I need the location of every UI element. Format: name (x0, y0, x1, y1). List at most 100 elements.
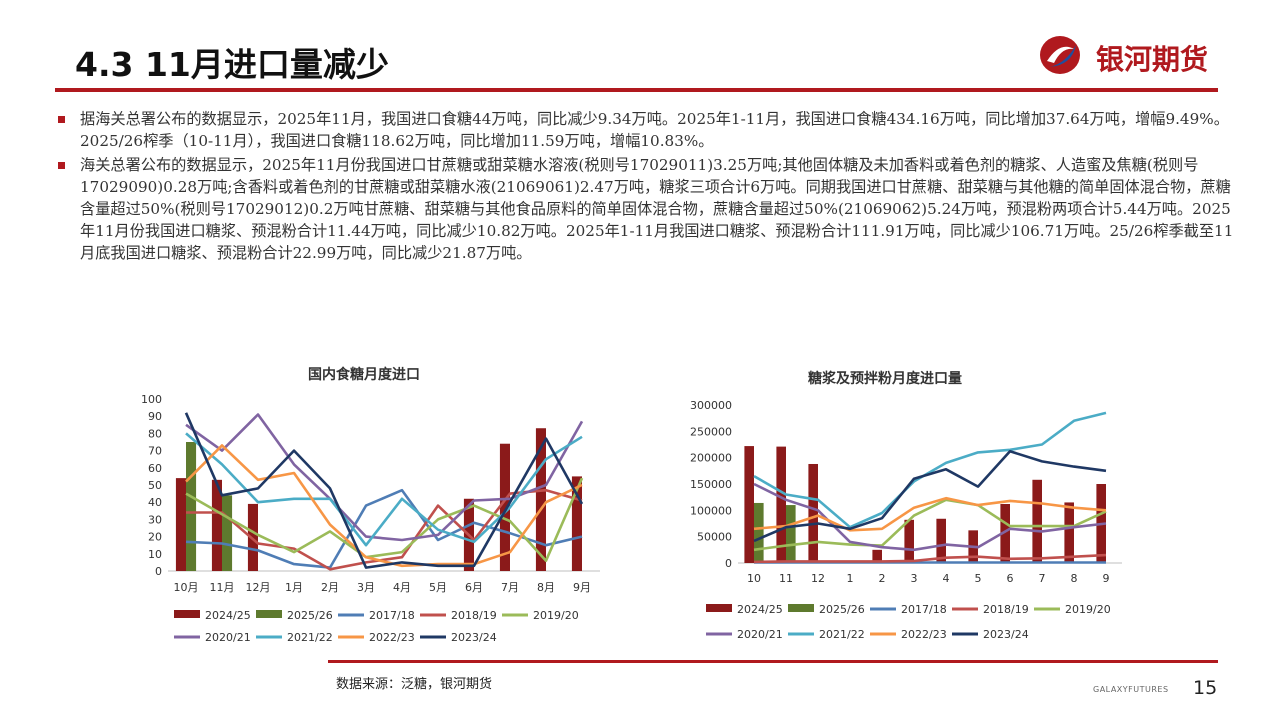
legend-item: 2018/19 (952, 603, 1029, 616)
y-tick-label: 60 (148, 462, 162, 475)
page-title: 4.3 11月进口量减少 (75, 45, 389, 84)
x-tick-label: 3 (911, 572, 918, 585)
page-number: 15 (1193, 677, 1218, 699)
legend-label: 2024/25 (737, 603, 783, 616)
footer-brand: GALAXYFUTURES (1093, 685, 1169, 694)
x-tick-label: 7 (1039, 572, 1046, 585)
bar-2024-25-6 (936, 518, 946, 563)
brand-logo (1040, 36, 1080, 74)
bar-2024-25-10 (1064, 502, 1074, 563)
y-tick-label: 150000 (690, 478, 732, 491)
x-tick-label: 5月 (429, 581, 447, 594)
x-tick-label: 1月 (285, 581, 303, 594)
chart1-title: 国内食糖月度进口 (308, 367, 420, 383)
y-tick-label: 40 (148, 496, 162, 509)
line-2021-22 (185, 432, 583, 547)
x-tick-label: 12月 (246, 581, 271, 594)
footer-divider (328, 660, 1218, 663)
legend-label: 2023/24 (451, 631, 497, 644)
y-tick-label: 100 (141, 393, 162, 406)
bar-2024-25-10 (535, 428, 546, 571)
legend-label: 2023/24 (983, 628, 1029, 641)
bar-2025-26-1 (222, 495, 233, 571)
legend-item: 2021/22 (256, 631, 333, 644)
bar-2024-25-0 (744, 446, 754, 563)
line-2022-23 (185, 444, 583, 568)
x-tick-label: 9月 (573, 581, 591, 594)
legend-label: 2021/22 (819, 628, 865, 641)
line-2018-19 (753, 553, 1107, 564)
y-tick-label: 0 (725, 557, 732, 570)
bullet-square-icon (58, 116, 65, 123)
bar-2024-25-4 (872, 549, 882, 563)
bar-2024-25-8 (1000, 504, 1010, 563)
line-2019-20 (753, 498, 1107, 552)
bullet-text: 据海关总署公布的数据显示，2025年11月，我国进口食糖44万吨，同比减少9.3… (80, 110, 1229, 150)
y-tick-label: 50 (148, 479, 162, 492)
legend-label: 2019/20 (533, 609, 579, 622)
legend-item: 2024/25 (706, 603, 783, 616)
legend-item: 2019/20 (1034, 603, 1111, 616)
x-tick-label: 8 (1071, 572, 1078, 585)
legend-label: 2018/19 (983, 603, 1029, 616)
legend-label: 2017/18 (901, 603, 947, 616)
legend-swatch (174, 610, 200, 618)
bar-2024-25-5 (904, 519, 914, 563)
y-tick-label: 70 (148, 445, 162, 458)
legend-item: 2020/21 (706, 628, 783, 641)
legend-label: 2022/23 (369, 631, 415, 644)
x-tick-label: 4月 (393, 581, 411, 594)
brand-name: 银河期货 (1096, 43, 1209, 76)
bar-2024-25-11 (571, 476, 582, 571)
legend-item: 2025/26 (256, 609, 333, 622)
bullet-text: 海关总署公布的数据显示，2025年11月份我国进口甘蔗糖或甜菜糖水溶液(税则号1… (80, 156, 1234, 262)
line-2017-18 (185, 488, 583, 569)
legend-item: 2022/23 (338, 631, 415, 644)
bar-2025-26-1 (786, 505, 796, 563)
legend-label: 2018/19 (451, 609, 497, 622)
legend-swatch (706, 604, 732, 612)
x-tick-label: 5 (975, 572, 982, 585)
legend-label: 2022/23 (901, 628, 947, 641)
legend-label: 2025/26 (287, 609, 333, 622)
line-2018-19 (186, 488, 583, 571)
y-tick-label: 50000 (697, 531, 732, 544)
bar-2025-26-0 (754, 502, 764, 563)
line-2019-20 (185, 477, 584, 562)
line-2023-24 (753, 450, 1107, 543)
x-tick-label: 2月 (321, 581, 339, 594)
bar-2024-25-9 (499, 443, 510, 571)
legend-label: 2020/21 (205, 631, 251, 644)
legend-label: 2019/20 (1065, 603, 1111, 616)
x-tick-label: 8月 (537, 581, 555, 594)
legend-label: 2024/25 (205, 609, 251, 622)
y-tick-label: 300000 (690, 399, 732, 412)
line-2021-22 (753, 411, 1107, 529)
legend-item: 2022/23 (870, 628, 947, 641)
bullet-item-import: 据海关总署公布的数据显示，2025年11月，我国进口食糖44万吨，同比减少9.3… (58, 108, 1238, 152)
bar-2024-25-9 (1032, 479, 1042, 563)
y-tick-label: 250000 (690, 425, 732, 438)
y-tick-label: 90 (148, 410, 162, 423)
legend-item: 2024/25 (174, 609, 251, 622)
x-tick-label: 11月 (210, 581, 235, 594)
legend-label: 2020/21 (737, 628, 783, 641)
legend-label: 2025/26 (819, 603, 865, 616)
y-tick-label: 200000 (690, 452, 732, 465)
y-tick-label: 10 (148, 548, 162, 561)
bar-2025-26-0 (186, 442, 197, 571)
data-source: 数据来源：泛糖，银河期货 (336, 677, 493, 692)
y-tick-label: 80 (148, 427, 162, 440)
y-tick-label: 0 (155, 565, 162, 578)
bar-2024-25-0 (175, 478, 186, 571)
legend-item: 2023/24 (420, 631, 497, 644)
legend-swatch (256, 610, 282, 618)
bullet-item-syrup: 海关总署公布的数据显示，2025年11月份我国进口甘蔗糖或甜菜糖水溶液(税则号1… (58, 154, 1238, 264)
legend-item: 2017/18 (870, 603, 947, 616)
line-2020-21 (753, 482, 1107, 552)
bullet-square-icon (58, 162, 65, 169)
x-tick-label: 2 (879, 572, 886, 585)
logo-emblem-icon (1040, 36, 1080, 74)
legend-item: 2019/20 (502, 609, 579, 622)
legend-item: 2021/22 (788, 628, 865, 641)
